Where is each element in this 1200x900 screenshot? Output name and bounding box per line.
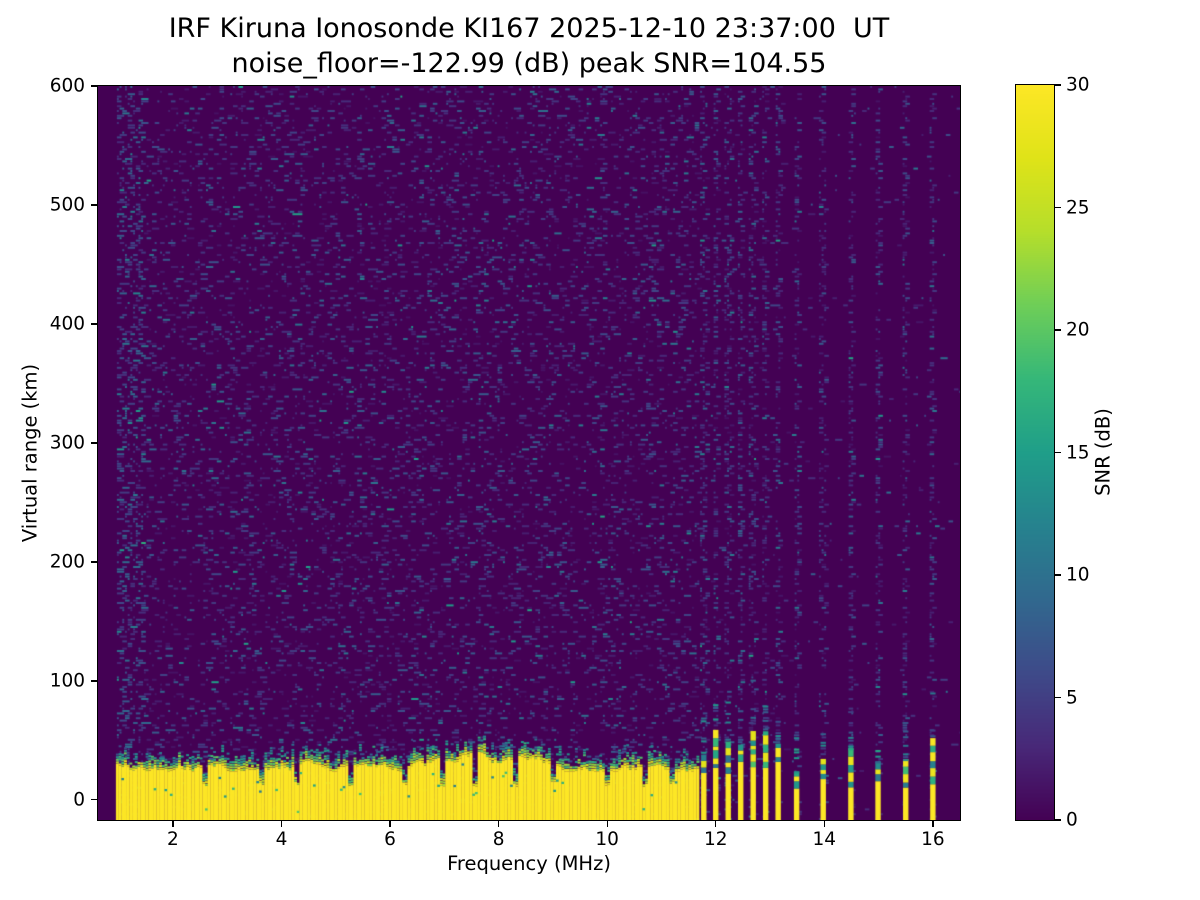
colorbar-tick-mark <box>1055 207 1061 208</box>
colorbar-tick-label: 5 <box>1066 687 1078 708</box>
y-tick-mark <box>91 85 98 86</box>
x-tick-mark <box>824 821 825 827</box>
colorbar-tick-mark <box>1055 84 1061 85</box>
x-tick-mark <box>389 821 390 827</box>
y-axis-label: Virtual range (km) <box>19 364 42 542</box>
y-tick-mark <box>91 204 98 205</box>
y-tick-label: 500 <box>0 194 85 215</box>
x-tick-label: 16 <box>921 829 945 850</box>
colorbar-tick-label: 30 <box>1066 75 1090 96</box>
x-tick-label: 6 <box>384 829 396 850</box>
colorbar-tick-label: 0 <box>1066 810 1078 831</box>
ionogram-heatmap <box>98 86 960 820</box>
figure-title: IRF Kiruna Ionosonde KI167 2025-12-10 23… <box>169 13 890 45</box>
x-tick-label: 10 <box>595 829 619 850</box>
y-tick-mark <box>91 561 98 562</box>
x-tick-label: 4 <box>276 829 288 850</box>
x-tick-mark <box>607 821 608 827</box>
colorbar-tick-label: 25 <box>1066 197 1090 218</box>
y-tick-mark <box>91 323 98 324</box>
y-tick-label: 300 <box>0 432 85 453</box>
colorbar-tick-mark <box>1055 329 1061 330</box>
colorbar-tick-mark <box>1055 819 1061 820</box>
x-tick-label: 14 <box>813 829 837 850</box>
colorbar-tick-mark <box>1055 697 1061 698</box>
colorbar-tick-label: 15 <box>1066 442 1090 463</box>
y-tick-label: 600 <box>0 76 85 97</box>
x-axis-label: Frequency (MHz) <box>447 852 611 875</box>
y-tick-label: 200 <box>0 551 85 572</box>
x-tick-label: 12 <box>704 829 728 850</box>
x-tick-mark <box>281 821 282 827</box>
figure-subtitle: noise_floor=-122.99 (dB) peak SNR=104.55 <box>232 48 827 80</box>
x-tick-mark <box>498 821 499 827</box>
y-tick-mark <box>91 442 98 443</box>
colorbar <box>1016 85 1054 820</box>
y-tick-label: 0 <box>0 789 85 810</box>
x-tick-mark <box>932 821 933 827</box>
y-tick-label: 100 <box>0 670 85 691</box>
x-tick-label: 8 <box>493 829 505 850</box>
y-tick-label: 400 <box>0 313 85 334</box>
y-tick-mark <box>91 799 98 800</box>
colorbar-tick-label: 10 <box>1066 565 1090 586</box>
colorbar-label: SNR (dB) <box>1092 408 1115 496</box>
colorbar-tick-mark <box>1055 452 1061 453</box>
y-tick-mark <box>91 680 98 681</box>
ionogram-figure: IRF Kiruna Ionosonde KI167 2025-12-10 23… <box>0 0 1200 900</box>
colorbar-tick-mark <box>1055 574 1061 575</box>
x-tick-mark <box>715 821 716 827</box>
colorbar-tick-label: 20 <box>1066 320 1090 341</box>
x-tick-label: 2 <box>167 829 179 850</box>
x-tick-mark <box>172 821 173 827</box>
